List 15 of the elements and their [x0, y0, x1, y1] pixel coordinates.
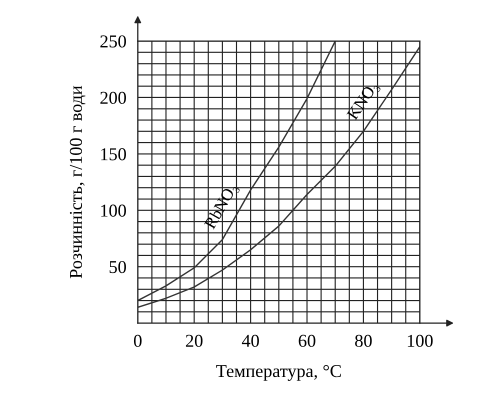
y-tick-label: 150 [101, 148, 126, 160]
line-series [138, 46, 420, 308]
x-tick-label: 80 [355, 334, 372, 347]
y-tick-label: 50 [110, 260, 126, 274]
x-tick-label: 20 [186, 334, 203, 347]
y-axis-title: Розчинність, г/100 г води [70, 86, 86, 278]
line-series [138, 41, 336, 302]
x-tick-label: 0 [134, 334, 142, 347]
x-tick-label: 60 [298, 334, 316, 347]
x-tick-label: 100 [408, 334, 433, 347]
x-tick-label: 40 [242, 334, 259, 347]
y-tick-label: 200 [100, 92, 126, 104]
x-axis-title: Температура, °C [216, 364, 341, 381]
y-tick-label: 250 [100, 35, 126, 48]
y-tick-label: 100 [101, 204, 126, 217]
